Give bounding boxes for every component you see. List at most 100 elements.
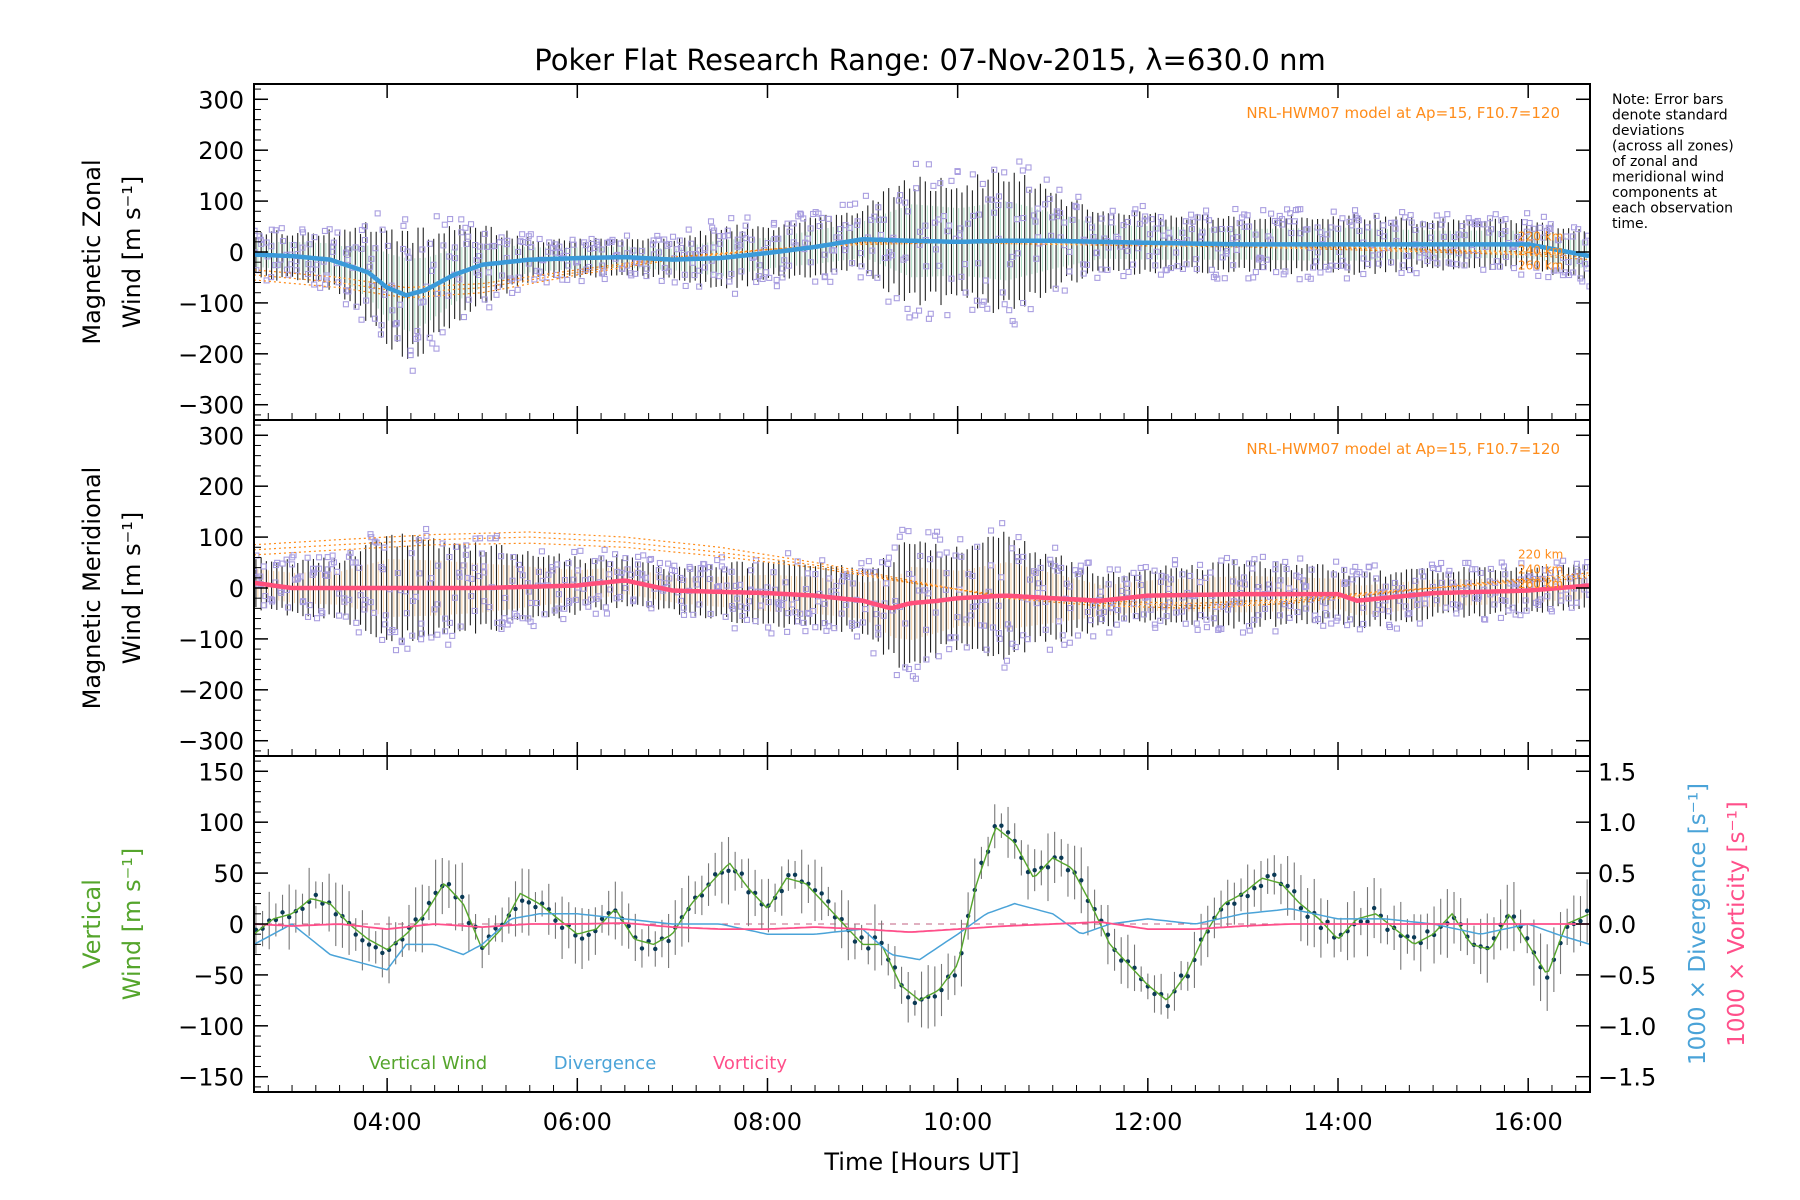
scatter-point [737, 242, 744, 249]
scatter-point [268, 274, 275, 281]
scatter-point [1312, 617, 1319, 624]
scatter-point [1346, 616, 1354, 623]
scatter-point [428, 267, 435, 274]
scatter-point [1539, 575, 1546, 582]
scatter-point [598, 246, 605, 253]
scatter-point [1475, 221, 1482, 228]
scatter-point [1388, 219, 1395, 226]
scatter-point [1498, 596, 1505, 604]
scatter-point [1142, 564, 1149, 571]
scatter-point [622, 555, 629, 562]
scatter-point [1263, 256, 1270, 263]
scatter-point [1330, 208, 1337, 215]
scatter-point [1490, 263, 1497, 270]
scatter-point [1324, 612, 1331, 619]
y-axis-label: Wind [m s⁻¹] [118, 512, 146, 664]
scatter-point [1266, 585, 1273, 592]
scatter-point [692, 576, 699, 583]
scatter-point [601, 275, 608, 283]
vertical-point [1005, 830, 1011, 835]
scatter-point [858, 263, 865, 270]
scatter-point [566, 599, 573, 606]
scatter-point [315, 274, 322, 281]
scatter-point [1135, 574, 1142, 581]
scatter-point [1480, 266, 1487, 273]
vertical-point [792, 872, 798, 878]
scatter-point [977, 622, 985, 629]
model-altitude-label: 220 km [1518, 548, 1563, 562]
scatter-point [1310, 264, 1317, 271]
scatter-point [533, 599, 541, 607]
scatter-point [905, 528, 912, 535]
scatter-point [300, 598, 307, 605]
scatter-point [1518, 235, 1525, 243]
scatter-point [456, 573, 463, 580]
panel-vertical: Vertical Wind Divergence Vorticity −1.5 −1.0… [78, 755, 1750, 1093]
scatter-point [974, 543, 981, 550]
scatter-point [368, 534, 375, 541]
scatter-point [904, 208, 911, 215]
vertical-point [779, 888, 784, 894]
scatter-point [428, 575, 435, 582]
scatter-point [995, 193, 1003, 200]
y-tick-label: 100 [198, 809, 244, 837]
scatter-point [1424, 257, 1431, 265]
y-tick-label: −150 [178, 1064, 244, 1092]
scatter-point [680, 604, 687, 611]
scatter-point [324, 554, 331, 561]
scatter-point [794, 558, 801, 565]
scatter-point [507, 617, 514, 624]
scatter-point [1084, 608, 1091, 616]
scatter-point [480, 563, 487, 570]
scatter-point [1533, 264, 1540, 271]
scatter-point [460, 562, 467, 569]
scatter-point [681, 271, 688, 278]
scatter-point [546, 239, 553, 246]
y2-label-divergence: 1000 × Divergence [s⁻¹] [1685, 783, 1711, 1065]
scatter-point [642, 574, 649, 581]
scatter-point [1335, 225, 1342, 232]
scatter-point [1202, 574, 1209, 581]
scatter-point [423, 525, 430, 533]
scatter-point [1246, 627, 1253, 634]
scatter-point [587, 596, 594, 603]
scatter-point [1517, 612, 1524, 619]
scatter-point [1416, 254, 1423, 261]
scatter-point [710, 244, 717, 251]
vertical-point [866, 946, 871, 951]
scatter-point [352, 559, 359, 566]
scatter-point [570, 576, 577, 583]
vertical-point [1298, 905, 1304, 911]
scatter-point [944, 312, 951, 319]
scatter-point [923, 626, 930, 633]
scatter-point [379, 226, 386, 233]
scatter-point [415, 537, 422, 544]
scatter-point [527, 599, 535, 606]
scatter-point [818, 214, 825, 221]
scatter-point [1438, 221, 1445, 228]
vertical-point [952, 973, 958, 978]
scatter-point [1530, 225, 1537, 232]
scatter-point [996, 635, 1003, 642]
scatter-point [912, 312, 919, 319]
scatter-point [1510, 265, 1518, 272]
scatter-point [1492, 211, 1499, 218]
scatter-point [451, 594, 458, 601]
scatter-point [371, 609, 378, 616]
scatter-point [1476, 593, 1483, 600]
scatter-point [344, 256, 351, 263]
scatter-point [753, 278, 760, 286]
vertical-point [380, 950, 385, 956]
y2-tick-label: 1.0 [1598, 809, 1636, 837]
scatter-point [311, 281, 318, 288]
scatter-point [487, 535, 494, 542]
scatter-point [1502, 597, 1509, 604]
scatter-point [392, 647, 400, 654]
model-label: NRL-HWM07 model at Ap=15, F10.7=120 [1246, 440, 1560, 458]
scatter-point [1294, 608, 1301, 616]
scatter-point [812, 278, 819, 285]
scatter-point [1488, 226, 1495, 233]
scatter-point [398, 637, 405, 644]
model-label: NRL-HWM07 model at Ap=15, F10.7=120 [1246, 104, 1560, 122]
scatter-point [618, 569, 625, 576]
